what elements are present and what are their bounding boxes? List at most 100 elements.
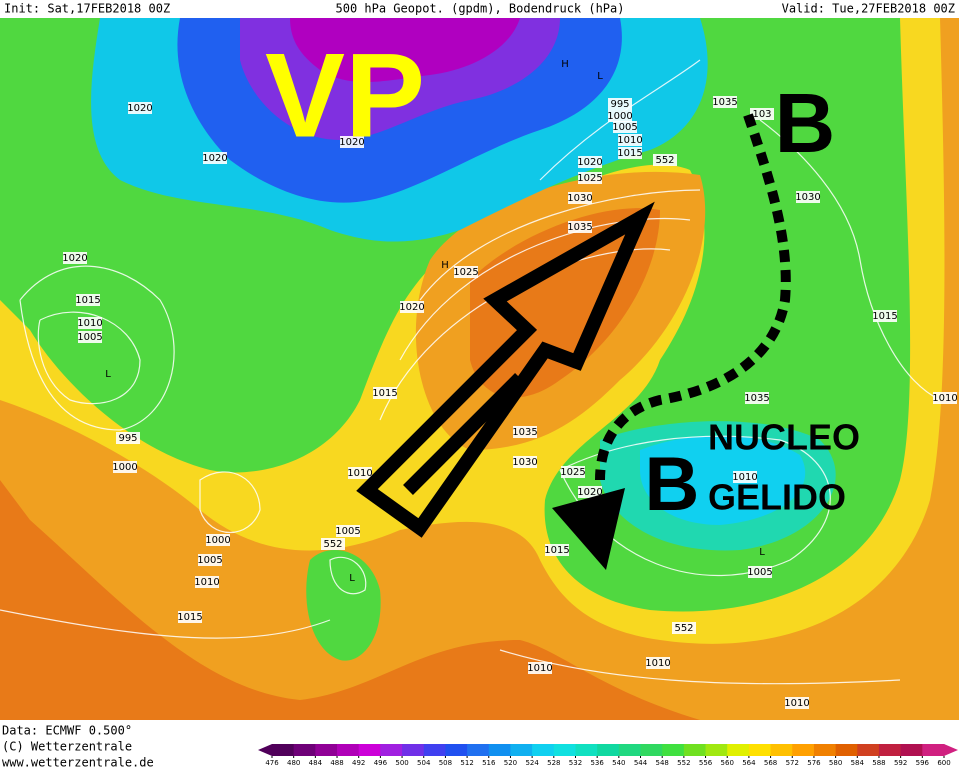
isobar-label-bg <box>373 387 397 399</box>
isobar-label-bg <box>613 121 637 133</box>
isobar-label-bg <box>195 576 219 588</box>
isobar-label-bg <box>578 172 602 184</box>
colorbar-tick-label: 528 <box>547 759 560 767</box>
isobar-label: 1020 <box>202 153 227 164</box>
core-label: NUCLEO <box>708 417 860 458</box>
colorbar: 476 480 484 488 492 496 500 504 508 512 516 520 524 5… <box>258 744 958 767</box>
isobar-label: 1000 <box>112 462 137 473</box>
isobar-label-bg <box>513 456 537 468</box>
colorbar-swatch <box>553 744 576 756</box>
isobar-label-bg <box>733 471 757 483</box>
isobar-label: 1020 <box>127 103 152 114</box>
isobar-label-bg <box>578 486 602 498</box>
isobar-label-bg <box>608 110 632 122</box>
colorbar-tick-label: 520 <box>504 759 517 767</box>
isobar-label: 1020 <box>62 253 87 264</box>
trajectory <box>595 113 791 481</box>
isobar-label: 552 <box>323 539 342 550</box>
isobar-label-bg <box>513 426 537 438</box>
colorbar-tick-label: 584 <box>851 759 865 767</box>
isobar-label-bg <box>113 461 137 473</box>
cold-core-inner <box>640 435 806 525</box>
isobar-label: 1020 <box>577 487 602 498</box>
isobar-label-bg <box>561 466 585 478</box>
colorbar-swatch <box>423 744 446 756</box>
colorbar-swatch <box>857 744 880 756</box>
pressure-center: L <box>597 71 603 82</box>
isobar-label: 1015 <box>617 148 642 159</box>
isobar-label: 552 <box>655 155 674 166</box>
ridge-arrow-shaft <box>403 373 525 495</box>
colorbar-tick-label: 592 <box>894 759 907 767</box>
isobar <box>499 649 901 685</box>
isobar <box>399 217 691 361</box>
colorbar-end <box>258 744 272 756</box>
colorbar-swatch <box>467 744 490 756</box>
isobar-label-bg <box>63 252 87 264</box>
colorbar-swatch <box>402 744 425 756</box>
isobar-label: 1025 <box>577 173 602 184</box>
isobar <box>19 265 175 431</box>
isobar-label: 1005 <box>747 567 772 578</box>
isobar <box>419 189 701 301</box>
isobar-label-bg <box>796 191 820 203</box>
isobar-label: 995 <box>118 433 137 444</box>
isobar-label: 1000 <box>607 111 632 122</box>
colorbar-tick-label: 512 <box>460 759 473 767</box>
isobar-label-bg <box>340 136 364 148</box>
isobar-label: 1015 <box>75 295 100 306</box>
isobar-label-bg <box>178 611 202 623</box>
isobar-label-bg <box>528 662 552 674</box>
isobar-label: 1015 <box>177 612 202 623</box>
colorbar-tick-label: 600 <box>937 759 950 767</box>
colorbar-tick-label: 564 <box>742 759 756 767</box>
colorbar-swatch <box>835 744 858 756</box>
colorbar-swatch <box>770 744 793 756</box>
isobar <box>759 119 941 401</box>
isobar-label-bg <box>206 534 230 546</box>
isobar-label-bg <box>745 392 769 404</box>
isobar-label-bg <box>545 544 569 556</box>
colorbar-swatch <box>727 744 750 756</box>
isobar-label: 1010 <box>194 577 219 588</box>
isobar-label-bg <box>568 192 592 204</box>
colorbar-swatch <box>575 744 598 756</box>
footer-url: www.wetterzentrale.de <box>2 756 154 770</box>
colorbar-tick-label: 596 <box>916 759 930 767</box>
colorbar-tick-label: 560 <box>721 759 734 767</box>
colorbar-swatch <box>597 744 620 756</box>
colorbar-swatch <box>293 744 316 756</box>
isobar-label-bg <box>750 108 774 120</box>
isobar-label-bg <box>336 525 360 537</box>
isobar-label: 1020 <box>339 137 364 148</box>
isobar-label: 1010 <box>645 658 670 669</box>
isobar-label-bg <box>203 152 227 164</box>
colorbar-tick-label: 572 <box>786 759 799 767</box>
map-title: 500 hPa Geopot. (gpdm), Bodendruck (hPa) <box>336 2 625 16</box>
isobar-label: 1010 <box>932 393 957 404</box>
isobar-label-bg <box>321 538 345 550</box>
isobar-label: 1030 <box>795 192 820 203</box>
isobar-label: 1015 <box>872 311 897 322</box>
isobar-label: 552 <box>674 623 693 634</box>
isobar-label: 1025 <box>453 267 478 278</box>
isobar-label: 1035 <box>512 427 537 438</box>
colorbar-tick-label: 544 <box>634 759 648 767</box>
isobar-label-bg <box>646 657 670 669</box>
isobar-label-bg <box>78 317 102 329</box>
colorbar-tick-label: 504 <box>417 759 431 767</box>
colorbar-end <box>944 744 958 756</box>
isobar-label-bg <box>348 467 372 479</box>
colorbar-tick-label: 540 <box>612 759 625 767</box>
colorbar-tick-label: 568 <box>764 759 777 767</box>
footer-copyright: (C) Wetterzentrale <box>2 740 132 754</box>
isobar-label: 1000 <box>205 535 230 546</box>
trajectory-head <box>552 488 625 570</box>
field-purple <box>290 18 520 82</box>
colorbar-swatch <box>662 744 685 756</box>
colorbar-tick-label: 480 <box>287 759 300 767</box>
isobar-label-bg <box>400 301 424 313</box>
isobar <box>199 471 261 533</box>
